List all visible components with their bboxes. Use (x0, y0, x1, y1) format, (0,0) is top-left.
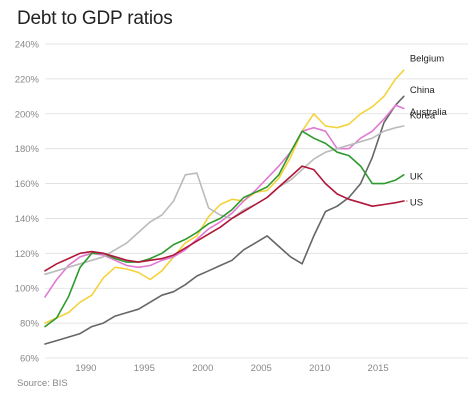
y-tick-label: 180% (15, 144, 40, 155)
series-line-uk (44, 130, 405, 328)
series-label-korea: Korea (410, 110, 436, 121)
series-label-uk: UK (410, 171, 424, 182)
series-line-us (44, 165, 405, 272)
gridlines (45, 43, 468, 359)
y-tick-label: 200% (15, 109, 40, 120)
x-tick-label: 2000 (192, 363, 213, 374)
x-tick-label: 2015 (368, 363, 389, 374)
x-tick-label: 1995 (134, 363, 155, 374)
x-tick-label: 2010 (309, 363, 330, 374)
y-tick-label: 220% (15, 74, 40, 85)
series-line-belgium (44, 69, 405, 324)
chart-source: Source: BIS (17, 378, 68, 389)
y-tick-label: 100% (15, 284, 40, 295)
x-axis-ticks: 1990 1995 2000 2005 2010 2015 (75, 363, 388, 374)
series-label-belgium: Belgium (410, 54, 444, 65)
x-tick-label: 2005 (251, 363, 272, 374)
y-axis-ticks: 60% 80% 100% 120% 140% 160% 180% 200% 220% 240% (15, 40, 40, 365)
y-tick-label: 160% (15, 179, 40, 190)
series-label-china: China (410, 85, 436, 96)
x-tick-label: 1990 (75, 363, 96, 374)
y-tick-label: 140% (15, 214, 40, 225)
y-tick-label: 60% (20, 354, 40, 365)
series-line-korea (44, 125, 405, 276)
chart-title: Debt to GDP ratios (17, 8, 173, 29)
series-line-australia (44, 104, 405, 298)
series-label-australia: Australia (410, 107, 448, 118)
series-label-us: US (410, 198, 423, 209)
y-tick-label: 120% (15, 249, 40, 260)
series-line-china (44, 95, 405, 345)
y-tick-label: 80% (20, 319, 40, 330)
series-lines (44, 69, 409, 345)
y-tick-label: 240% (15, 40, 40, 51)
